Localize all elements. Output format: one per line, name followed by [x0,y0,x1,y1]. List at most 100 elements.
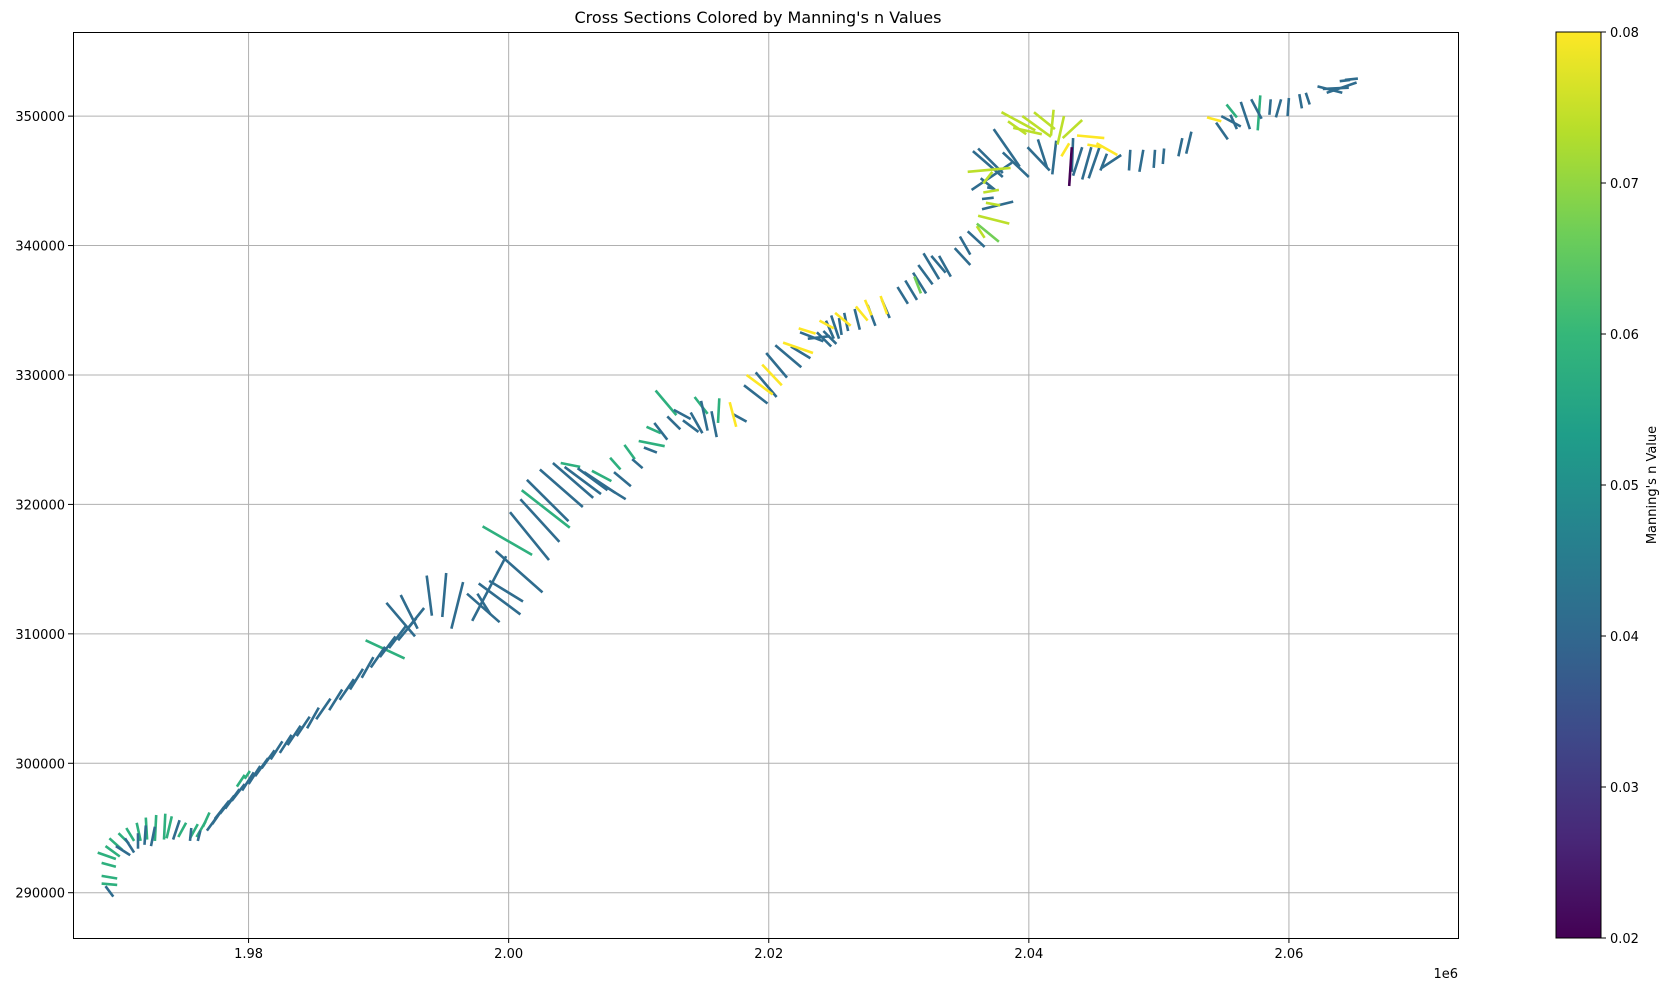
cross-section-line [966,230,986,248]
cross-section-line [818,319,835,330]
cross-section-line [834,311,852,327]
cross-section-line [716,398,721,423]
cross-section-line [643,446,658,454]
cross-section-line [104,885,115,898]
cross-section-line [1250,98,1263,120]
cross-section-line [305,706,320,729]
cross-section-line [992,128,1021,168]
cross-section-line [466,592,501,624]
cross-section-line [1225,103,1238,119]
cross-section-line [1000,111,1036,132]
cross-section-line [798,327,816,335]
cross-section-line [101,874,118,880]
cross-section-line [241,771,255,792]
cross-section-line [1067,147,1074,187]
cross-section-line [407,607,426,629]
cross-section-line [982,170,994,185]
cross-section-line [196,830,202,842]
cross-section-line [1100,153,1122,169]
cross-section-line [378,635,397,658]
cross-section-line [699,400,709,431]
cross-section-line [369,646,387,669]
colorbar-ticks: 0.02 0.03 0.04 0.05 0.06 0.07 0.08 [1601,26,1639,947]
cross-section-line [539,468,584,508]
cross-section-line [815,331,833,348]
cross-section-line [710,410,718,438]
cross-section-line [673,408,692,421]
cross-section-line [1220,114,1242,128]
cross-section-line [399,594,419,630]
cross-section-line [125,827,136,842]
cross-section-line [1087,144,1102,179]
cross-section-line [879,295,889,315]
colorbar-tick-label: 0.04 [1610,630,1639,645]
cross-section-line [854,305,869,322]
cross-section-line [774,344,803,369]
cross-section-line [328,688,344,711]
cross-section-line [230,783,246,802]
y-tick-label: 350000 [15,110,65,125]
cross-section-line [1229,114,1239,130]
cross-section-line [471,555,508,622]
cross-section-line [338,678,355,701]
cross-section-line [972,150,1004,178]
cross-section-line [520,489,571,529]
cross-section-line [731,412,748,423]
cross-section-line [654,389,678,416]
cross-section-line [1286,97,1291,117]
cross-section-line [822,330,838,345]
cross-section-line [807,334,831,340]
cross-section-line [904,279,919,301]
cross-section-line [260,749,276,770]
cross-section-line [481,525,533,557]
cross-section-line [477,582,522,616]
cross-section-line [1056,115,1066,145]
cross-section-line [638,439,665,448]
cross-section-line [917,264,934,286]
cross-section-line [1012,126,1043,136]
cross-section-line [1051,140,1058,175]
x-tick-label: 2.02 [754,947,783,962]
cross-section-line [1021,115,1052,138]
cross-section-line [295,715,311,737]
cross-section-line [911,272,928,295]
colorbar-tick-label: 0.07 [1610,177,1639,192]
cross-section-line [1076,134,1105,140]
cross-section-line [977,214,1010,225]
cross-section-line [97,851,117,861]
cross-section-line [623,444,636,460]
cross-section-line [913,276,923,294]
cross-section-line [985,201,1001,207]
cross-section-line [348,668,365,691]
cross-section-line [799,331,824,343]
cross-section-line [922,252,941,280]
x-tick-label: 2.00 [494,947,523,962]
cross-section-line [1087,143,1102,149]
cross-section-line [1036,139,1049,169]
cross-section-line [666,415,682,431]
cross-section-line [360,656,375,679]
cross-section-line [425,575,434,616]
cross-section-line [143,825,148,845]
cross-section-line [790,345,812,360]
y-tick-label: 340000 [15,240,65,255]
cross-section-line [728,401,738,428]
cross-section-line [745,373,774,396]
cross-section-line [837,317,843,336]
cross-section-line [937,255,952,278]
cross-section-line [177,822,188,838]
cross-section-line [1177,137,1184,157]
y-tick-label: 300000 [15,757,65,772]
cross-section-line [441,572,448,618]
cross-section-line [593,478,627,501]
x-axis-ticks: 1.98 2.00 2.02 2.04 2.06 [234,938,1303,962]
y-tick-label: 330000 [15,369,65,384]
cross-section-line [975,225,986,239]
x-tick-label: 2.06 [1274,947,1303,962]
y-tick-label: 320000 [15,498,65,513]
cross-section-line [979,177,996,191]
y-axis-ticks: 290000 300000 310000 320000 330000 340000 3500… [15,110,73,902]
cross-section-line [1239,101,1252,130]
cross-section-line [829,314,841,340]
cross-section-line [1001,151,1030,178]
